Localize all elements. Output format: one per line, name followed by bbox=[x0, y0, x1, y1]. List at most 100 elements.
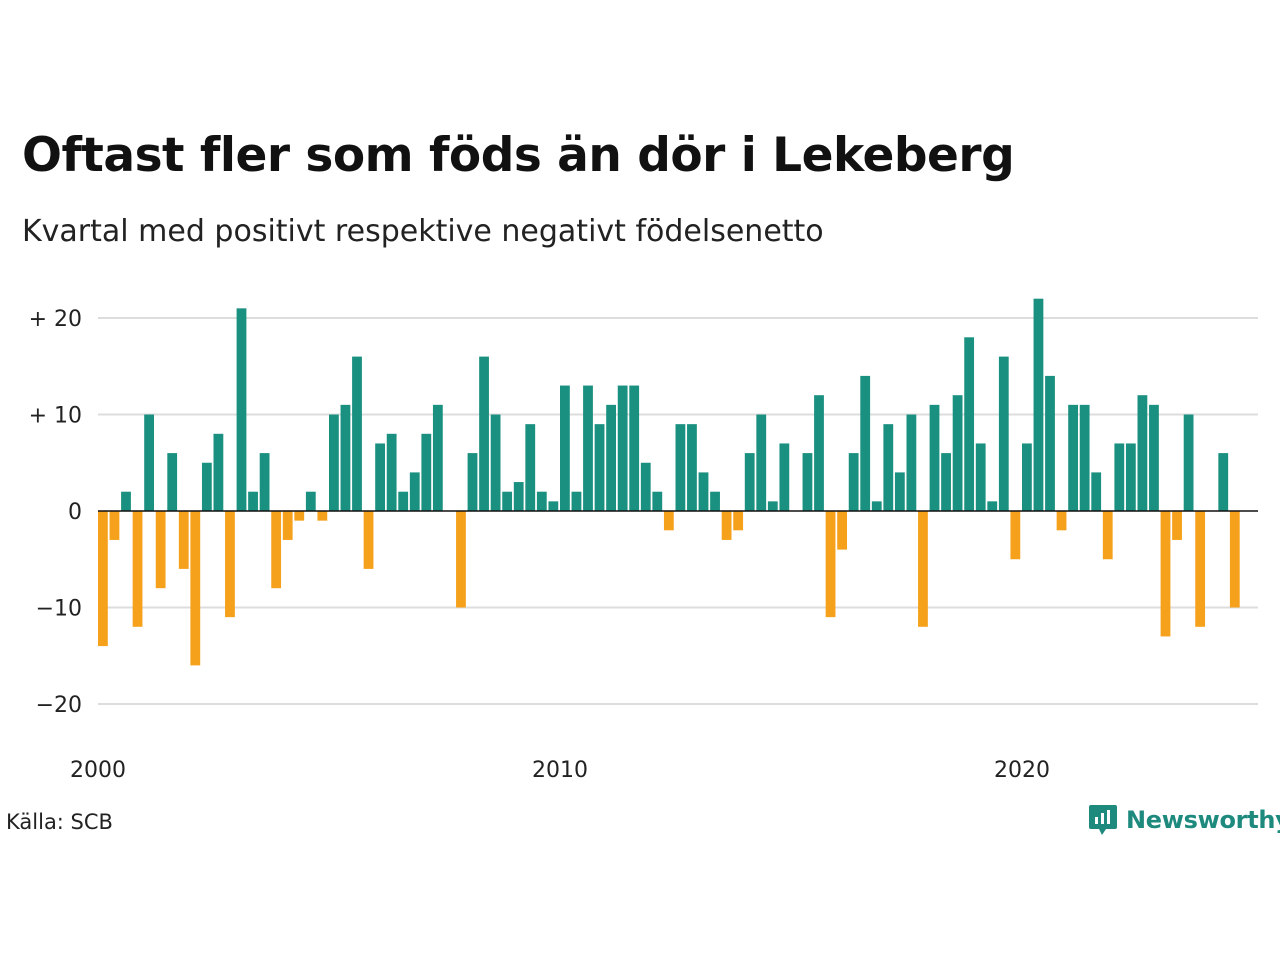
bar bbox=[617, 385, 628, 511]
bar bbox=[305, 491, 316, 511]
bar bbox=[536, 491, 547, 511]
bar bbox=[687, 424, 697, 511]
x-axis-ticks: 2000 2010 2020 bbox=[70, 758, 1050, 783]
bar bbox=[375, 443, 385, 511]
bar bbox=[1079, 404, 1090, 511]
bar bbox=[941, 453, 951, 511]
bar bbox=[802, 453, 813, 511]
bar bbox=[1137, 395, 1148, 511]
bar bbox=[629, 385, 640, 511]
y-tick-label: 0 bbox=[68, 500, 82, 525]
bar bbox=[894, 472, 905, 511]
bar bbox=[282, 511, 293, 540]
bar bbox=[155, 511, 166, 589]
bar bbox=[1183, 414, 1194, 511]
bar bbox=[1091, 472, 1102, 511]
bar bbox=[594, 424, 605, 511]
bar bbox=[479, 356, 489, 511]
bar bbox=[225, 511, 235, 618]
bar bbox=[1010, 511, 1021, 560]
bar bbox=[144, 414, 154, 511]
bar bbox=[698, 472, 709, 511]
bar bbox=[848, 453, 859, 511]
bar bbox=[329, 414, 339, 511]
bar bbox=[1149, 404, 1159, 511]
bar bbox=[1068, 404, 1078, 511]
source-label: Källa: SCB bbox=[6, 810, 113, 834]
bar bbox=[271, 511, 282, 589]
bar bbox=[467, 453, 478, 511]
brand-name: Newsworthy bbox=[1126, 806, 1280, 834]
bar bbox=[548, 501, 559, 511]
bar bbox=[964, 337, 975, 511]
bar bbox=[871, 501, 882, 511]
bar bbox=[294, 511, 305, 521]
bar bbox=[213, 433, 224, 511]
bar bbox=[1056, 511, 1067, 531]
bar bbox=[918, 511, 928, 627]
bar bbox=[663, 511, 674, 531]
bar bbox=[1195, 511, 1206, 627]
y-tick-label: + 10 bbox=[29, 404, 82, 429]
bar bbox=[432, 404, 443, 511]
bar bbox=[121, 491, 131, 511]
bar bbox=[814, 395, 824, 511]
bar bbox=[201, 462, 212, 511]
bar-chart-speech-bubble-icon bbox=[1089, 805, 1117, 835]
bar bbox=[109, 511, 120, 540]
bar bbox=[606, 404, 616, 511]
bar bbox=[502, 491, 513, 511]
bar bbox=[987, 501, 998, 511]
bar bbox=[975, 443, 986, 511]
bar bbox=[167, 453, 178, 511]
bar bbox=[1114, 443, 1125, 511]
bar bbox=[248, 491, 258, 511]
bars bbox=[98, 298, 1240, 666]
bar bbox=[98, 511, 108, 647]
x-tick-label: 2010 bbox=[532, 758, 588, 783]
bar bbox=[352, 356, 362, 511]
bar bbox=[490, 414, 501, 511]
bar bbox=[1125, 443, 1136, 511]
bar bbox=[744, 453, 755, 511]
bar bbox=[1218, 453, 1229, 511]
bar bbox=[340, 404, 351, 511]
bar bbox=[929, 404, 940, 511]
bar bbox=[767, 501, 778, 511]
bar bbox=[721, 511, 732, 540]
bar bbox=[571, 491, 582, 511]
bar bbox=[513, 482, 524, 511]
bar bbox=[779, 443, 790, 511]
bar bbox=[363, 511, 374, 569]
bar bbox=[883, 424, 894, 511]
bar bbox=[1229, 511, 1240, 608]
bar bbox=[675, 424, 686, 511]
newsworthy-logo[interactable]: Newsworthy bbox=[1088, 803, 1280, 837]
bar bbox=[1102, 511, 1113, 560]
bar bbox=[560, 385, 570, 511]
bar bbox=[386, 433, 397, 511]
bar bbox=[525, 424, 536, 511]
bar bbox=[178, 511, 189, 569]
y-tick-label: + 20 bbox=[29, 307, 82, 332]
bar bbox=[710, 491, 720, 511]
bar bbox=[190, 511, 201, 666]
bar bbox=[398, 491, 409, 511]
bar bbox=[837, 511, 847, 550]
bar bbox=[236, 308, 247, 511]
bar bbox=[652, 491, 663, 511]
bar bbox=[421, 433, 432, 511]
bar bbox=[640, 462, 651, 511]
bar bbox=[733, 511, 744, 531]
x-tick-label: 2000 bbox=[70, 758, 126, 783]
bar bbox=[1033, 298, 1044, 511]
bar bbox=[860, 375, 871, 511]
chart-subtitle: Kvartal med positivt respektive negativt… bbox=[22, 214, 824, 249]
bar bbox=[1172, 511, 1182, 540]
y-axis-ticks: + 20 + 10 0 −10 −20 bbox=[29, 307, 82, 718]
bar bbox=[456, 511, 466, 608]
y-tick-label: −20 bbox=[36, 693, 82, 718]
bar bbox=[906, 414, 917, 511]
bar bbox=[1045, 375, 1055, 511]
gridlines bbox=[98, 317, 1258, 705]
